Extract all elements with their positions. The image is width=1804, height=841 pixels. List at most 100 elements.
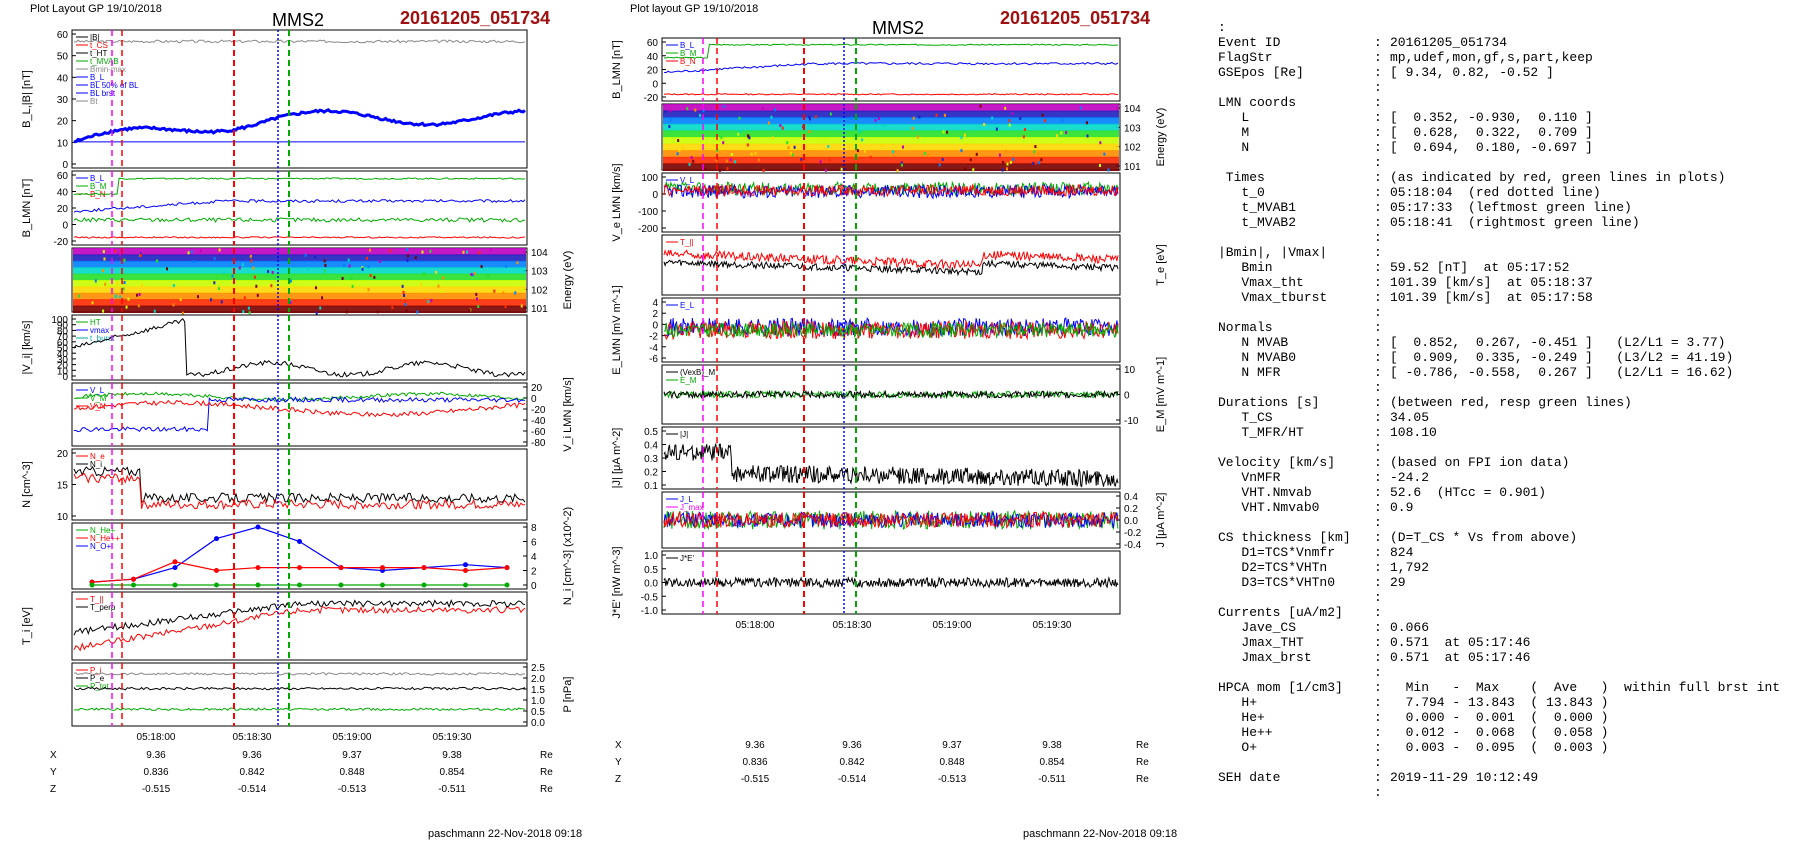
left-event-title: 20161205_051734	[400, 8, 551, 28]
data-point	[421, 582, 427, 588]
spectrogram-speck	[828, 158, 831, 162]
info-colon: :	[1374, 695, 1382, 710]
spectrogram-speck	[319, 306, 322, 310]
info-colon: :	[1374, 245, 1382, 260]
spectrogram-speck	[748, 136, 751, 140]
spectrogram-speck	[692, 159, 695, 163]
info-row: N MVAB: [ 0.852, 0.267, -0.451 ] (L2/L1 =…	[1218, 335, 1798, 350]
info-colon: :	[1374, 110, 1382, 125]
legend-entry: Bt	[90, 97, 98, 106]
tick-label: 0.2	[1124, 504, 1138, 515]
position-value: -0.514	[838, 774, 867, 785]
spectrogram-speck	[746, 143, 749, 147]
spectrogram-speck	[793, 145, 796, 149]
spectrogram-band	[663, 110, 1119, 119]
spectrogram-speck	[941, 157, 944, 161]
spectrogram-speck	[725, 159, 728, 163]
position-value: 9.38	[442, 750, 462, 761]
time-tick-label: 05:18:30	[233, 732, 272, 743]
info-key: N	[1218, 140, 1250, 155]
data-point	[297, 539, 302, 544]
tick-label: 0.0	[531, 718, 545, 729]
info-key: VHT.Nmvab0	[1218, 500, 1320, 515]
info-row: Bmin:59.52 [nT] at 05:17:52	[1218, 260, 1798, 275]
spectrogram-speck	[686, 107, 689, 111]
spectrogram-speck	[504, 264, 507, 268]
legend-entry: V_L	[680, 176, 695, 185]
tick-label: 40	[57, 73, 69, 84]
legend-entry: N_He+	[90, 526, 115, 535]
spectrogram-speck	[213, 257, 216, 261]
info-row: VHT.Nmvab0:0.9	[1218, 500, 1798, 515]
spectrogram-speck	[368, 248, 371, 252]
info-colon: :	[1374, 665, 1382, 680]
info-row: He++: 0.012 - 0.068 ( 0.058 )	[1218, 725, 1798, 740]
spectrogram-speck	[863, 149, 866, 153]
spectrogram-speck	[912, 116, 915, 120]
spectrogram-speck	[858, 129, 861, 133]
spectrogram-speck	[676, 152, 679, 156]
info-value: mp,udef,mon,gf,s,part,keep	[1390, 50, 1593, 65]
spectrogram-band	[73, 305, 526, 313]
spectrogram-speck	[1034, 145, 1037, 149]
panel-frame	[71, 662, 528, 727]
info-value: 05:17:33 (leftmost green line)	[1390, 200, 1632, 215]
info-colon: :	[1374, 50, 1382, 65]
spectrogram-speck	[1004, 106, 1007, 110]
info-key	[1218, 590, 1374, 605]
tick-label: -1.0	[641, 606, 659, 617]
info-colon: :	[1374, 785, 1382, 800]
tick-label: 102	[1124, 143, 1141, 154]
tick-label: 101	[1124, 162, 1141, 173]
spectrogram-speck	[351, 284, 354, 288]
spectrogram-speck	[911, 126, 914, 130]
info-value: 59.52 [nT] at 05:17:52	[1390, 260, 1570, 275]
spectrogram-speck	[1061, 119, 1064, 123]
tick-label: 0	[652, 79, 658, 90]
spectrogram-speck	[405, 248, 408, 252]
info-value: -24.2	[1390, 470, 1430, 485]
spectrogram-speck	[829, 112, 832, 116]
spectrogram-speck	[102, 250, 105, 254]
spectrogram-speck	[137, 304, 140, 308]
spectrogram-speck	[430, 299, 433, 303]
spectrogram-speck	[880, 143, 883, 147]
info-colon: :	[1374, 155, 1382, 170]
tick-label: 104	[1124, 104, 1141, 115]
left-footer: paschmann 22-Nov-2018 09:18	[428, 828, 583, 840]
info-key: Event ID	[1218, 35, 1281, 50]
data-point	[172, 582, 178, 588]
position-value: 9.37	[942, 740, 962, 751]
info-row: :	[1218, 305, 1798, 320]
legend-entry: N_e	[90, 452, 105, 461]
spectrogram-speck	[197, 295, 200, 299]
series-line	[663, 61, 1119, 74]
info-colon: :	[1374, 320, 1382, 335]
info-key: t_0	[1218, 185, 1265, 200]
legend-entry: V_L	[90, 386, 105, 395]
info-row: HPCA mom [1/cm3]: Min - Max ( Ave ) with…	[1218, 680, 1798, 695]
spectrogram-speck	[960, 136, 963, 140]
spectrogram-speck	[896, 169, 899, 173]
info-row: t_0:05:18:04 (red dotted line)	[1218, 185, 1798, 200]
tick-label: 10	[57, 366, 69, 377]
spectrogram-speck	[414, 256, 417, 260]
spectrogram-speck	[153, 309, 156, 313]
position-value: 9.37	[342, 750, 362, 761]
axis-label: T_i [eV]	[21, 607, 33, 645]
spectrogram-speck	[702, 109, 705, 113]
spectrogram-speck	[874, 118, 877, 122]
axis-label: V_e LMN [km/s]	[611, 163, 623, 241]
spectrogram-speck	[983, 123, 986, 127]
spectrogram-band	[73, 254, 526, 262]
spectrogram-band	[663, 123, 1119, 132]
spectrogram-speck	[923, 152, 926, 156]
spectrogram-speck	[786, 141, 789, 145]
legend-entry: N_O+	[90, 542, 111, 551]
spectrogram-speck	[900, 161, 903, 165]
tick-label: 40	[647, 52, 659, 63]
panel-p: 0.00.51.01.52.02.5 P [nPa] P_iP_eP_tot	[71, 662, 574, 729]
tick-label: 2.5	[531, 663, 545, 674]
spectrogram-speck	[140, 283, 143, 287]
